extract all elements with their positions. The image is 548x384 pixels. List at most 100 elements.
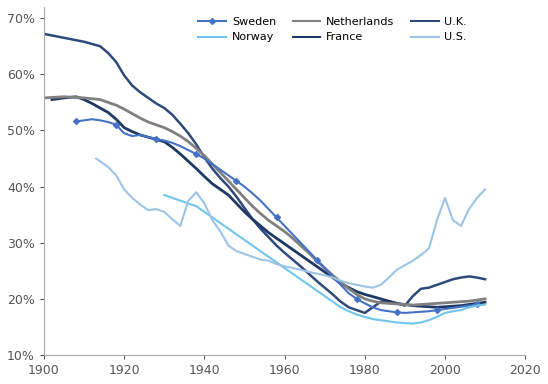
Line: France: France — [52, 97, 485, 307]
Line: U.K.: U.K. — [24, 30, 485, 313]
U.S. — [329, 275, 336, 280]
Norway — [249, 243, 256, 248]
U.S. — [313, 271, 320, 276]
Norway — [338, 305, 344, 310]
Sweden — [369, 305, 376, 310]
U.S. — [362, 284, 368, 289]
U.S. — [153, 207, 159, 211]
Norway — [474, 303, 481, 308]
U.S. — [129, 195, 135, 200]
Norway — [369, 317, 376, 321]
U.S. — [426, 246, 432, 251]
U.S. — [257, 257, 264, 262]
U.S. — [193, 190, 199, 195]
U.S. — [233, 249, 239, 253]
U.S. — [217, 229, 224, 234]
Norway — [466, 305, 472, 310]
Sweden — [73, 119, 79, 124]
France — [137, 132, 144, 137]
Sweden — [201, 156, 208, 161]
France — [298, 253, 304, 257]
Netherlands — [313, 258, 320, 263]
U.K. — [305, 271, 312, 276]
Norway — [313, 288, 320, 293]
Line: U.S.: U.S. — [96, 159, 485, 288]
Norway — [225, 227, 232, 231]
Norway — [161, 193, 168, 197]
U.S. — [418, 253, 424, 257]
France — [353, 289, 360, 294]
U.S. — [273, 262, 280, 266]
Netherlands — [409, 303, 416, 307]
U.S. — [450, 218, 456, 223]
U.S. — [378, 283, 384, 287]
Norway — [409, 321, 416, 326]
U.S. — [386, 275, 392, 280]
U.S. — [353, 283, 360, 287]
France — [321, 270, 328, 274]
France — [73, 94, 79, 99]
Norway — [257, 249, 264, 253]
U.S. — [466, 207, 472, 211]
Line: Netherlands: Netherlands — [20, 97, 485, 305]
Netherlands — [16, 97, 23, 102]
Norway — [201, 210, 208, 214]
U.S. — [338, 279, 344, 283]
U.S. — [289, 266, 296, 270]
U.S. — [105, 165, 111, 169]
U.S. — [281, 264, 288, 269]
Line: Norway: Norway — [164, 195, 485, 324]
Sweden — [466, 303, 472, 308]
U.S. — [225, 243, 232, 248]
U.S. — [185, 198, 192, 203]
U.S. — [409, 258, 416, 263]
U.S. — [474, 195, 481, 200]
U.S. — [298, 267, 304, 272]
U.K. — [393, 301, 400, 306]
U.S. — [321, 273, 328, 278]
France — [49, 97, 55, 102]
U.K. — [21, 27, 27, 32]
Sweden — [474, 302, 481, 307]
Sweden — [209, 162, 216, 166]
Netherlands — [61, 94, 67, 99]
U.K. — [329, 292, 336, 297]
Norway — [321, 294, 328, 298]
Norway — [281, 266, 288, 270]
U.S. — [458, 223, 464, 228]
Netherlands — [393, 302, 400, 306]
U.S. — [442, 195, 448, 200]
Norway — [233, 232, 239, 237]
U.S. — [249, 255, 256, 259]
U.S. — [169, 217, 175, 222]
France — [433, 305, 440, 310]
U.K. — [177, 121, 184, 126]
Norway — [289, 271, 296, 276]
U.S. — [201, 201, 208, 206]
Norway — [450, 309, 456, 314]
U.K. — [482, 277, 488, 281]
Norway — [378, 318, 384, 323]
Norway — [418, 320, 424, 325]
Netherlands — [185, 139, 192, 144]
Norway — [426, 318, 432, 323]
U.S. — [433, 218, 440, 223]
U.S. — [145, 208, 152, 212]
U.S. — [482, 187, 488, 192]
Norway — [273, 260, 280, 265]
U.S. — [305, 270, 312, 274]
Sweden — [89, 117, 95, 121]
Norway — [458, 308, 464, 313]
Norway — [193, 204, 199, 209]
Norway — [329, 300, 336, 304]
U.K. — [442, 280, 448, 284]
U.S. — [93, 156, 99, 161]
Netherlands — [482, 296, 488, 301]
Norway — [386, 319, 392, 324]
Norway — [241, 238, 248, 242]
Norway — [185, 201, 192, 206]
Netherlands — [338, 280, 344, 284]
Norway — [177, 198, 184, 203]
U.K. — [313, 279, 320, 283]
Sweden — [345, 291, 352, 296]
